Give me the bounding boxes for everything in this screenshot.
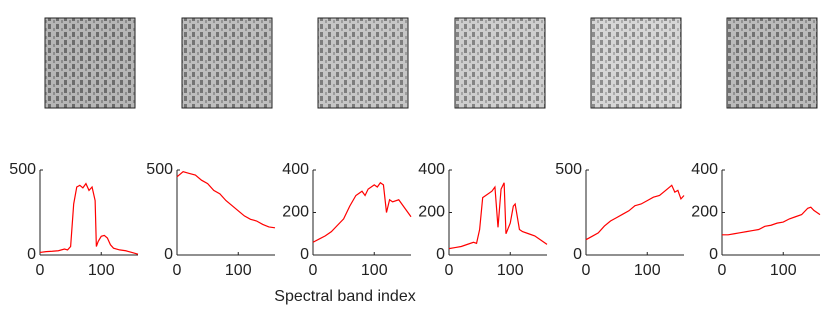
spectrum-line <box>39 182 139 255</box>
y-tick-label: 0 <box>27 246 36 263</box>
x-tick-label: 100 <box>497 262 524 279</box>
x-tick-label: 0 <box>309 262 318 279</box>
y-tick-label: 400 <box>282 161 309 178</box>
y-tick-label: 0 <box>709 246 718 263</box>
x-tick-label: 0 <box>36 262 45 279</box>
y-tick-label: 200 <box>691 204 718 221</box>
y-tick-label: 0 <box>164 246 173 263</box>
y-tick-label: 0 <box>573 246 582 263</box>
y-tick-label: 0 <box>300 246 309 263</box>
x-tick-label: 100 <box>361 262 388 279</box>
spectrum-line <box>585 184 685 241</box>
spectrum-line <box>312 181 412 243</box>
x-tick-label: 100 <box>634 262 661 279</box>
x-tick-label: 100 <box>770 262 797 279</box>
band-image-tone <box>454 17 546 109</box>
y-tick-label: 400 <box>691 161 718 178</box>
band-image <box>726 17 818 109</box>
spectrum-line <box>448 182 548 250</box>
x-tick-label: 0 <box>718 262 727 279</box>
spectrum-line <box>722 206 821 236</box>
band-image <box>454 17 546 109</box>
band-image-tone <box>181 17 273 109</box>
x-axis-label: Spectral band index <box>274 288 415 305</box>
x-tick-label: 100 <box>88 262 115 279</box>
y-tick-label: 500 <box>9 161 36 178</box>
y-tick-label: 500 <box>146 161 173 178</box>
band-image-tone <box>726 17 818 109</box>
x-tick-label: 0 <box>445 262 454 279</box>
y-tick-label: 0 <box>436 246 445 263</box>
y-tick-label: 500 <box>555 161 582 178</box>
band-image-tone <box>44 17 136 109</box>
band-image-tone <box>317 17 409 109</box>
x-tick-label: 100 <box>225 262 252 279</box>
x-tick-label: 0 <box>582 262 591 279</box>
x-tick-label: 0 <box>173 262 182 279</box>
y-tick-label: 400 <box>418 161 445 178</box>
band-image <box>44 17 136 109</box>
y-tick-label: 200 <box>282 204 309 221</box>
y-tick-label: 200 <box>418 204 445 221</box>
spectrum-line <box>176 171 276 229</box>
band-image-tone <box>590 17 682 109</box>
